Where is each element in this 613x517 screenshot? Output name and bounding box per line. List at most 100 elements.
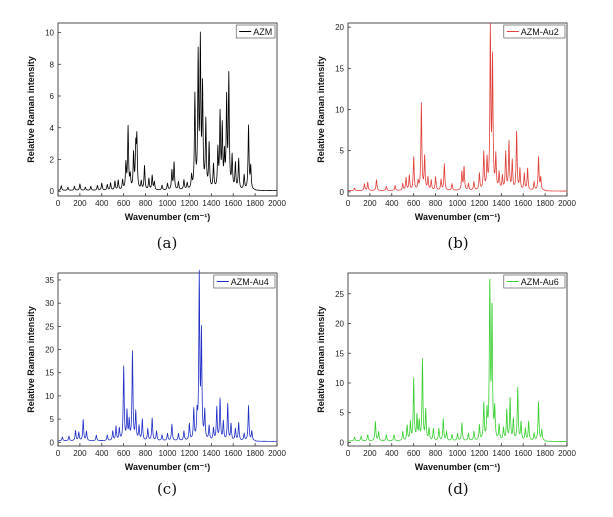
legend-label: AZM-Au2 [521, 27, 559, 37]
chart-panel-1: 0 200 400 600 800 1000 1200 1400 1600 1800 2000 0 2 4… [26, 22, 286, 252]
panel-caption: (d) [447, 480, 468, 498]
x-tick-label: 1000 [449, 199, 467, 208]
x-tick-label: 1000 [159, 199, 177, 208]
x-tick-label: 400 [385, 449, 399, 458]
x-axis-label: Wavenumber (cm⁻¹) [125, 462, 210, 472]
y-tick-label: 10 [45, 392, 54, 401]
chart-panel-3: 0 200 400 600 800 1000 1200 1400 1600 1800 2000 0 5 1… [26, 269, 286, 498]
plot-frame [57, 272, 278, 447]
y-axis-label: Relative Raman intensity [26, 56, 36, 163]
legend-label: AZM [253, 27, 272, 37]
x-tick-label: 1600 [514, 199, 532, 208]
x-tick-label: 1800 [536, 199, 554, 208]
y-axis-label: Relative Raman intensity [316, 56, 326, 163]
panel-caption: (b) [447, 234, 468, 252]
x-tick-label: 800 [429, 449, 443, 458]
x-axis-label: Wavenumber (cm⁻¹) [415, 462, 500, 472]
x-tick-label: 1400 [492, 199, 510, 208]
x-tick-label: 1800 [536, 449, 554, 458]
x-tick-label: 2000 [558, 449, 576, 458]
plot-frame [57, 22, 278, 197]
x-tick-label: 400 [385, 199, 399, 208]
x-tick-label: 200 [73, 199, 87, 208]
x-tick-label: 1000 [449, 449, 467, 458]
legend-box [235, 24, 276, 39]
y-tick-label: 10 [335, 106, 344, 115]
legend: AZM-Au2 [503, 24, 566, 39]
legend-label: AZM-Au4 [231, 277, 269, 287]
x-tick-label: 2000 [558, 199, 576, 208]
x-tick-label: 1600 [514, 449, 532, 458]
x-tick-label: 600 [117, 199, 131, 208]
x-tick-label: 200 [363, 199, 377, 208]
legend-box [503, 24, 566, 39]
y-tick-label: 5 [340, 409, 345, 418]
x-tick-label: 0 [346, 199, 351, 208]
y-tick-label: 25 [45, 322, 54, 331]
x-tick-label: 2000 [268, 199, 286, 208]
x-tick-label: 200 [363, 449, 377, 458]
y-tick-label: 20 [335, 23, 344, 32]
x-tick-label: 1400 [202, 199, 220, 208]
x-tick-label: 1200 [181, 199, 199, 208]
x-tick-label: 400 [95, 449, 109, 458]
y-tick-label: 10 [45, 29, 54, 38]
x-axis-label: Wavenumber (cm⁻¹) [125, 212, 210, 222]
x-tick-label: 600 [117, 449, 131, 458]
x-tick-label: 1400 [202, 449, 220, 458]
x-tick-label: 800 [429, 199, 443, 208]
x-axis-label: Wavenumber (cm⁻¹) [415, 212, 500, 222]
y-axis-label: Relative Raman intensity [26, 306, 36, 413]
x-tick-label: 600 [407, 449, 421, 458]
y-tick-label: 15 [335, 64, 344, 73]
y-tick-label: 6 [50, 92, 55, 101]
legend: AZM-Au4 [213, 274, 276, 289]
x-tick-label: 0 [56, 449, 61, 458]
y-tick-label: 0 [50, 187, 55, 196]
x-tick-label: 0 [56, 199, 61, 208]
panel-caption: (a) [157, 234, 178, 252]
x-tick-label: 1000 [159, 449, 177, 458]
spectrum-line [57, 31, 278, 192]
x-tick-label: 400 [95, 199, 109, 208]
x-tick-label: 600 [407, 199, 421, 208]
y-tick-label: 2 [50, 155, 55, 164]
legend-box [213, 274, 276, 289]
y-tick-label: 15 [335, 349, 344, 358]
y-tick-label: 25 [335, 290, 344, 299]
legend: AZM-Au6 [503, 274, 566, 289]
y-tick-label: 0 [340, 188, 345, 197]
x-tick-label: 200 [73, 449, 87, 458]
x-tick-label: 1400 [492, 449, 510, 458]
x-tick-label: 1200 [471, 449, 489, 458]
x-tick-label: 1600 [224, 449, 242, 458]
y-tick-label: 15 [45, 369, 54, 378]
legend-label: AZM-Au6 [521, 277, 559, 287]
y-tick-label: 0 [50, 438, 55, 447]
y-tick-label: 4 [50, 124, 55, 133]
panel-caption: (c) [157, 480, 177, 498]
x-tick-label: 1200 [471, 199, 489, 208]
x-tick-label: 0 [346, 449, 351, 458]
plot-frame [347, 22, 568, 197]
x-tick-label: 1800 [246, 449, 264, 458]
x-tick-label: 800 [139, 449, 153, 458]
plot-frame [347, 272, 568, 447]
y-tick-label: 10 [335, 379, 344, 388]
y-tick-label: 0 [340, 438, 345, 447]
spectrum-line [347, 22, 568, 192]
x-tick-label: 1600 [224, 199, 242, 208]
y-tick-label: 20 [45, 346, 54, 355]
x-tick-label: 2000 [268, 449, 286, 458]
y-tick-label: 35 [45, 276, 54, 285]
chart-panel-4: 0 200 400 600 800 1000 1200 1400 1600 1800 2000 0 5 1… [316, 272, 576, 498]
y-tick-label: 8 [50, 60, 55, 69]
y-axis-label: Relative Raman intensity [316, 306, 326, 413]
legend: AZM [235, 24, 276, 39]
x-tick-label: 800 [139, 199, 153, 208]
y-tick-label: 30 [45, 299, 54, 308]
x-tick-label: 1800 [246, 199, 264, 208]
chart-panel-2: 0 200 400 600 800 1000 1200 1400 1600 1800 2000 0 5 1… [316, 22, 576, 252]
legend-box [503, 274, 566, 289]
